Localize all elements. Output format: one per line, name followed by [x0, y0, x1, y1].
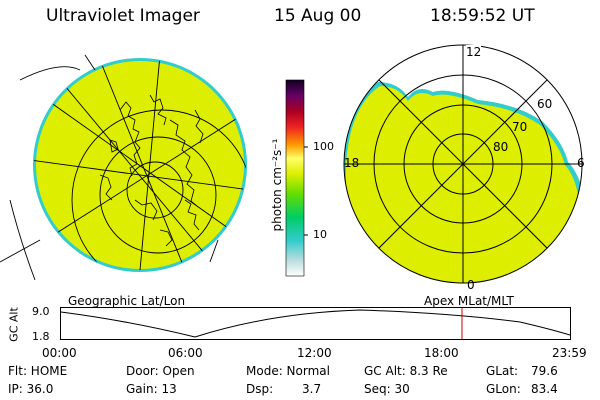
timeline-axis-title: GC Alt: [7, 307, 21, 342]
colorbar: [285, 79, 308, 277]
colorbar-gradient: [285, 79, 305, 277]
status-glat-label: GLat:: [486, 364, 519, 378]
observation-time: 18:59:52 UT: [430, 6, 535, 26]
timeline-frame: [60, 307, 571, 340]
mlt-label-18: 18: [344, 156, 360, 170]
status-seq: Seq: 30: [364, 382, 410, 396]
colorbar-label-100: 100: [313, 140, 334, 153]
mlt-label-0: 0: [467, 278, 475, 292]
timeline-plot: [60, 307, 571, 340]
status-flight: Flt: HOME: [8, 364, 68, 378]
colorbar-unit-label: photon cm⁻²s⁻¹: [270, 138, 284, 232]
mlt-label-6: 6: [577, 156, 585, 170]
apex-caption: Apex MLat/MLT: [424, 294, 514, 308]
mlat-label-60: 60: [537, 97, 553, 111]
timeline-xtick-1200: 12:00: [297, 346, 332, 360]
mlat-label-80: 80: [493, 140, 509, 154]
status-mode: Mode: Normal: [246, 364, 330, 378]
geographic-map: [0, 54, 247, 281]
status-glon-value: 83.4: [531, 382, 558, 396]
timeline-xtick-0000: 00:00: [42, 346, 77, 360]
instrument-title: Ultraviolet Imager: [46, 6, 200, 26]
status-dsp-value: 3.7: [302, 382, 322, 396]
status-dsp-label: Dsp:: [246, 382, 274, 396]
timeline-xtick-0600: 06:00: [168, 346, 203, 360]
mlt-label-12: 12: [466, 45, 482, 59]
status-gc-alt: GC Alt: 8.3 Re: [364, 364, 448, 378]
geographic-caption: Geographic Lat/Lon: [68, 294, 186, 308]
status-ip: IP: 36.0: [8, 382, 54, 396]
gc-alt-curve: [60, 309, 571, 338]
geo-coastlines: [99, 94, 204, 247]
timeline-xtick-1800: 18:00: [424, 346, 459, 360]
status-glon-label: GLon:: [486, 382, 521, 396]
mlat-label-70: 70: [512, 120, 528, 134]
status-door: Door: Open: [126, 364, 195, 378]
timeline-xtick-2359: 23:59: [552, 346, 587, 360]
apex-polar-plot: [343, 44, 583, 284]
geo-grid: [34, 59, 246, 271]
timeline-ytick-high: 9.0: [32, 305, 50, 318]
colorbar-label-10: 10: [313, 228, 327, 241]
status-gain: Gain: 13: [126, 382, 177, 396]
apex-grid: [343, 44, 583, 284]
observation-date: 15 Aug 00: [274, 6, 362, 26]
status-glat-value: 79.6: [531, 364, 558, 378]
timeline-ytick-low: 1.8: [32, 330, 50, 343]
geo-outer-lines: [0, 54, 219, 281]
